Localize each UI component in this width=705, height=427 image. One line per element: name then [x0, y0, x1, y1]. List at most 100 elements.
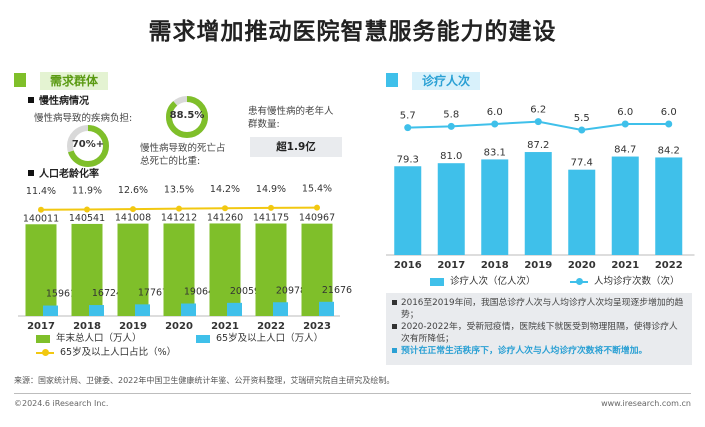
data-label-visits: 84.2	[658, 145, 680, 156]
bar-total-pop	[117, 223, 149, 316]
data-label-total-pop: 141008	[115, 213, 151, 224]
x-tick-label: 2020	[568, 260, 596, 271]
x-tick-label: 2018	[73, 321, 101, 330]
data-label-per-capita: 6.0	[487, 107, 503, 118]
data-label-pop65: 20978	[276, 285, 306, 296]
bar-total-pop	[209, 223, 241, 316]
data-label-total-pop: 141260	[207, 212, 243, 223]
data-label-visits: 83.1	[484, 147, 506, 158]
bullet-marker	[28, 170, 34, 176]
data-label-ratio65: 14.9%	[256, 184, 286, 195]
x-tick-label: 2017	[27, 321, 55, 330]
bar-total-pop	[163, 223, 195, 316]
x-tick-label: 2018	[481, 260, 509, 271]
note-text: 2016至2019年间，我国总诊疗人次与人均诊疗人次均呈现逐步增加的趋势；	[401, 298, 684, 320]
elderly-label-line2: 群数量:	[248, 119, 280, 130]
note-item: 2020-2022年，受新冠疫情，医院线下就医受到物理阻隔，使得诊疗人次有所降低…	[392, 321, 686, 345]
x-tick-label: 2017	[437, 260, 465, 271]
death-value: 88.5%	[169, 110, 205, 121]
death-label: 慢性病导致的死亡占 总死亡的比重:	[140, 142, 226, 168]
data-label-per-capita: 5.5	[574, 113, 590, 124]
data-label-ratio65: 14.2%	[210, 184, 240, 195]
data-label-ratio65: 13.5%	[164, 185, 194, 196]
note-text: 2020-2022年，受新冠疫情，医院线下就医受到物理阻隔，使得诊疗人次有所降低…	[401, 322, 678, 344]
data-label-visits: 87.2	[527, 140, 549, 151]
x-tick-label: 2019	[524, 260, 552, 271]
note-text: 预计在正常生活秩序下，诊疗人次与人均诊疗次数将不断增加。	[401, 346, 648, 356]
point-per-capita	[404, 124, 412, 132]
section-marker	[386, 73, 398, 87]
legend-visits: 诊疗人次（亿人次）	[430, 275, 570, 288]
point-ratio65	[314, 204, 320, 211]
legend-pop65: 65岁及以上人口（万人）	[196, 332, 366, 345]
bar-visits	[394, 166, 422, 255]
data-label-pop65: 16724	[92, 288, 122, 299]
burden-ring-arc	[67, 125, 109, 167]
point-per-capita	[491, 120, 499, 128]
point-per-capita	[665, 120, 673, 128]
bar-visits	[655, 157, 683, 255]
section-header-visits: 诊疗人次	[386, 72, 546, 91]
bar-pop65	[273, 302, 288, 316]
bar-visits	[568, 169, 596, 255]
chronic-subheader: 慢性病情况	[28, 95, 89, 109]
data-label-ratio65: 12.6%	[118, 185, 148, 196]
data-label-total-pop: 140967	[299, 213, 335, 224]
data-label-per-capita: 6.0	[661, 107, 677, 118]
legend-visits-text: 诊疗人次（亿人次）	[450, 276, 536, 287]
elderly-value: 超1.9亿	[250, 137, 342, 157]
point-per-capita	[578, 126, 586, 134]
legend-ratio65: 65岁及以上人口占比（%）	[36, 346, 226, 359]
legend-dot-yellow	[42, 349, 49, 356]
point-ratio65	[268, 204, 274, 211]
footer-divider	[14, 393, 691, 394]
page-title: 需求增加推动医院智慧服务能力的建设	[148, 19, 557, 45]
data-label-ratio65: 11.4%	[26, 186, 56, 197]
data-label-per-capita: 5.8	[443, 109, 459, 120]
legend-per-capita-text: 人均诊疗次数（次）	[594, 276, 680, 287]
data-label-visits: 81.0	[440, 151, 462, 162]
bar-visits	[611, 156, 639, 255]
aging-subheader-text: 人口老龄化率	[39, 169, 99, 180]
x-tick-label: 2021	[611, 260, 639, 271]
burden-value: 70%+	[71, 139, 105, 150]
data-label-visits: 77.4	[571, 158, 593, 169]
point-ratio65	[176, 205, 182, 212]
elderly-label-line1: 患有慢性病的老年人	[248, 106, 334, 117]
legend-total-pop-text: 年末总人口（万人）	[56, 333, 142, 344]
point-per-capita	[621, 120, 629, 128]
source-note: 来源：国家统计局、卫健委、2022年中国卫生健康统计年鉴、公开资料整理，艾瑞研究…	[14, 376, 395, 385]
bar-visits	[524, 152, 552, 255]
x-tick-label: 2022	[257, 321, 285, 330]
data-label-pop65: 19064	[184, 287, 214, 298]
point-per-capita	[534, 118, 542, 126]
data-label-per-capita: 5.7	[400, 111, 416, 122]
legend-ratio65-text: 65岁及以上人口占比（%）	[60, 347, 177, 358]
note-item-highlight: 预计在正常生活秩序下，诊疗人次与人均诊疗次数将不断增加。	[392, 345, 686, 357]
data-label-ratio65: 15.4%	[302, 184, 332, 195]
section-header-demand: 需求群体	[14, 72, 174, 91]
section-marker	[14, 73, 26, 87]
bar-pop65	[43, 305, 58, 316]
x-tick-label: 2022	[655, 260, 683, 271]
visits-chart: 79.3 2016 5.7 81.0 2017 5.8 83.1 2018 6.0 87.2 201…	[386, 105, 695, 271]
point-ratio65	[84, 206, 90, 213]
death-ring-chart	[166, 96, 208, 138]
burden-label: 慢性病导致的疾病负担:	[34, 113, 133, 124]
chronic-subheader-text: 慢性病情况	[39, 96, 89, 107]
data-label-total-pop: 140541	[69, 213, 105, 224]
death-label-line2: 总死亡的比重:	[140, 156, 201, 167]
elderly-label: 患有慢性病的老年人 群数量:	[248, 105, 334, 131]
point-per-capita	[447, 122, 455, 130]
x-tick-label: 2019	[119, 321, 147, 330]
data-label-total-pop: 141175	[253, 213, 289, 224]
data-label-pop65: 15961	[46, 289, 76, 300]
legend-total-pop: 年末总人口（万人）	[36, 332, 176, 345]
legend-pop65-text: 65岁及以上人口（万人）	[216, 333, 324, 344]
point-ratio65	[38, 206, 44, 213]
data-label-visits: 84.7	[614, 145, 636, 156]
website-link[interactable]: www.iresearch.com.cn	[601, 399, 691, 408]
legend-swatch-blue	[430, 278, 444, 286]
bar-visits	[481, 159, 509, 255]
note-item: 2016至2019年间，我国总诊疗人次与人均诊疗人次均呈现逐步增加的趋势；	[392, 297, 686, 321]
